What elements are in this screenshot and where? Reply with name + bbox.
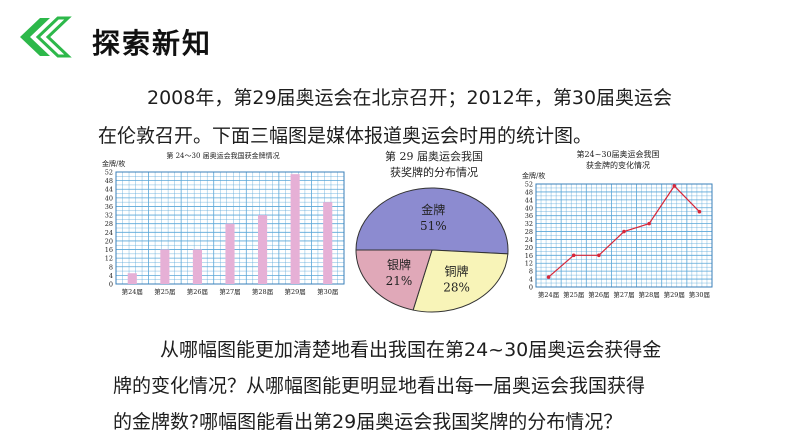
x-tick-label: 第24届 [538,290,559,299]
y-tick-label: 20 [525,244,533,252]
y-tick-label: 48 [525,188,533,196]
y-tick-label: 40 [105,194,113,202]
chevron-logo-icon [20,16,72,58]
pie-slice [355,249,433,311]
data-point [622,229,626,234]
question-line-1: 从哪幅图能更加清楚地看出我国在第24~30届奥运会获得金 [160,339,662,361]
y-tick-label: 32 [105,212,113,220]
pie-slice-label: 银牌 [387,258,411,272]
bar-chart: 第 24～30 届奥运会我国获金牌情况048121620242832364044… [102,151,345,296]
y-tick-label: 48 [105,177,113,185]
data-point [597,253,601,258]
y-tick-label: 52 [525,181,533,189]
y-tick-label: 12 [525,260,533,268]
question-line-2: 牌的变化情况？从哪幅图能更明显地看出每一届奥运会我国获得 [113,375,646,397]
bar [258,215,268,284]
y-tick-label: 8 [529,268,533,276]
intro-line-2: 在伦敦召开。下面三幅图是媒体报道奥运会时用的统计图。 [98,125,593,147]
y-tick-label: 44 [105,186,113,194]
y-tick-label: 24 [105,229,113,237]
title-bar: 探索新知 [0,0,794,72]
y-axis-label: 金牌/枚 [102,159,125,168]
x-tick-label: 第29届 [285,287,306,296]
data-point [647,221,651,226]
y-tick-label: 0 [529,284,533,292]
x-tick-label: 第25届 [154,287,175,296]
y-tick-label: 24 [525,236,533,244]
y-tick-label: 16 [105,246,113,254]
bar [127,273,137,284]
y-tick-label: 12 [105,255,113,263]
x-tick-label: 第30届 [689,290,710,299]
x-tick-label: 第26届 [187,287,208,296]
y-tick-label: 44 [525,196,533,204]
pie-slice [355,187,509,255]
pie-slice-label: 金牌 [421,202,445,217]
x-tick-label: 第30届 [317,287,338,296]
x-tick-label: 第27届 [613,290,634,299]
bar [290,174,300,284]
y-tick-label: 4 [109,272,113,280]
y-tick-label: 20 [105,237,113,245]
x-tick-label: 第27届 [219,287,240,296]
y-tick-label: 28 [105,220,113,228]
y-tick-label: 52 [105,169,113,177]
page-title: 探索新知 [92,27,213,60]
bar-chart-title: 第 24～30 届奥运会我国获金牌情况 [166,151,279,160]
line-chart-title-2: 获金牌的变化情况 [586,160,650,170]
bar [323,202,333,284]
y-tick-label: 40 [525,204,533,212]
pie-chart-title-1: 第 29 届奥运会我国 [385,149,483,163]
pie-chart-title-2: 获奖牌的分布情况 [390,165,478,179]
data-point [571,253,576,258]
data-point [697,209,702,214]
pie-slice-label: 铜牌 [445,264,469,279]
y-tick-label: 28 [525,228,533,236]
question-line-3: 的金牌数?哪幅图能看出第29届奥运会我国奖牌的分布情况？ [113,411,623,433]
line-chart-title-1: 第24~30届奥运会我国 [576,149,659,159]
x-tick-label: 第28届 [252,287,273,296]
y-tick-label: 36 [525,212,533,220]
y-tick-label: 16 [525,252,533,260]
data-point [546,275,551,279]
bar [160,249,170,284]
bar [192,249,202,284]
chart-frame [535,183,713,288]
y-tick-label: 4 [529,276,533,284]
pie-slice-percent: 28% [443,281,470,295]
y-tick-label: 32 [525,220,533,228]
y-tick-label: 36 [105,203,113,211]
x-tick-label: 第25届 [563,290,584,299]
pie-slice-percent: 21% [386,274,413,288]
bar [225,223,235,284]
data-point [672,184,677,188]
x-tick-label: 第24届 [122,287,143,296]
y-tick-label: 8 [109,263,113,271]
y-axis-label: 金牌/枚 [522,171,545,180]
pie-slice [412,249,509,313]
chart-grid [535,183,713,288]
pie-slice-percent: 51% [420,219,447,233]
intro-line-1: 2008年，第29届奥运会在北京召开；2012年，第30届奥运会 [147,87,673,109]
x-tick-label: 第26届 [588,290,609,299]
y-tick-label: 0 [109,281,113,289]
x-tick-label: 第28届 [639,290,660,299]
x-tick-label: 第29届 [664,290,685,299]
line-chart: 第24~30届奥运会我国获金牌的变化情况04812162024283236404… [522,149,713,299]
